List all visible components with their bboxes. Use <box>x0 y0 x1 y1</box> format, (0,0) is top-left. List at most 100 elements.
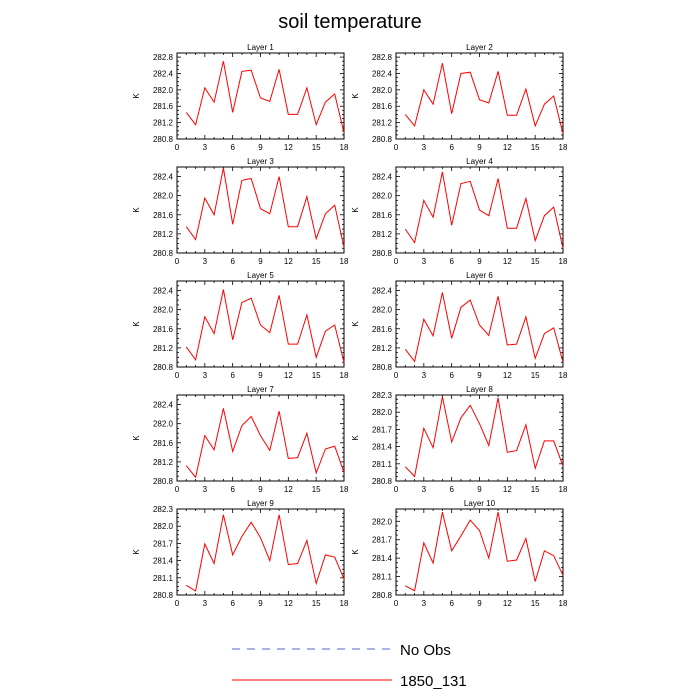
y-tick-label: 282.0 <box>153 306 174 315</box>
series-line-1850-131 <box>404 171 564 249</box>
y-tick-label: 282.4 <box>372 69 393 78</box>
series-line-1850-131 <box>185 408 345 479</box>
series-line-1850-131 <box>404 63 564 134</box>
x-tick-label: 0 <box>175 143 180 152</box>
y-tick-label: 282.0 <box>153 86 174 95</box>
y-tick-label: 282.0 <box>153 522 174 531</box>
x-tick-label: 12 <box>503 143 512 152</box>
x-tick-label: 15 <box>312 485 321 494</box>
x-tick-label: 9 <box>477 599 482 608</box>
panel-title: Layer 6 <box>466 271 493 280</box>
legend: No Obs 1850_131 <box>232 642 467 690</box>
x-tick-label: 0 <box>175 599 180 608</box>
x-tick-label: 9 <box>477 257 482 266</box>
panel-title: Layer 1 <box>247 43 274 52</box>
panel-2: Layer 2 0 3 6 9 12 15 18 280.8 281.2 281.6 282.0 282… <box>351 43 568 152</box>
y-tick-label: 282.4 <box>372 173 393 182</box>
panel-10: Layer 10 0 3 6 9 12 15 18 280.8 281.1 281.4 281.7 28… <box>351 499 568 608</box>
x-tick-label: 6 <box>449 485 454 494</box>
y-axis-label: K <box>132 207 141 213</box>
y-tick-label: 281.6 <box>372 211 393 220</box>
x-tick-label: 9 <box>477 371 482 380</box>
y-tick-label: 282.0 <box>372 517 393 526</box>
y-tick-label: 280.8 <box>153 591 174 600</box>
x-tick-label: 6 <box>230 599 235 608</box>
y-tick-label: 281.7 <box>153 539 174 548</box>
y-axis-label: K <box>351 321 360 327</box>
x-tick-label: 0 <box>394 143 399 152</box>
series-line-1850-131 <box>405 511 564 592</box>
x-tick-label: 3 <box>422 143 427 152</box>
panel-title: Layer 10 <box>464 499 496 508</box>
y-tick-label: 282.4 <box>153 69 174 78</box>
x-tick-label: 3 <box>203 257 208 266</box>
y-tick-label: 280.8 <box>372 477 393 486</box>
y-tick-label: 281.1 <box>153 574 174 583</box>
y-tick-label: 281.4 <box>372 554 393 563</box>
y-axis-label: K <box>132 321 141 327</box>
plot-frame <box>395 508 564 596</box>
x-tick-label: 15 <box>312 599 321 608</box>
x-tick-label: 15 <box>531 371 540 380</box>
legend-label: No Obs <box>400 642 451 659</box>
x-tick-label: 12 <box>503 485 512 494</box>
x-tick-label: 18 <box>340 599 349 608</box>
x-tick-label: 0 <box>394 371 399 380</box>
y-tick-label: 281.2 <box>372 119 393 128</box>
y-tick-label: 282.8 <box>153 53 174 62</box>
y-tick-label: 280.8 <box>372 135 393 144</box>
series-line-1850-131 <box>185 167 345 248</box>
series-line-1850-131 <box>185 289 345 363</box>
x-tick-label: 18 <box>340 371 349 380</box>
x-tick-label: 15 <box>531 485 540 494</box>
panel-4: Layer 4 0 3 6 9 12 15 18 280.8 281.2 281.6 282.0 282… <box>351 157 568 266</box>
y-tick-label: 281.4 <box>153 557 174 566</box>
panels-group: Layer 10 3 6 9 12 15 18280.8281.2281.6282.0282… <box>132 43 568 608</box>
x-tick-label: 0 <box>394 599 399 608</box>
y-tick-label: 282.4 <box>372 287 393 296</box>
x-tick-label: 0 <box>394 257 399 266</box>
y-axis-label: K <box>351 207 360 213</box>
y-tick-label: 281.2 <box>372 230 393 239</box>
y-tick-label: 282.3 <box>372 391 393 400</box>
x-tick-label: 6 <box>449 257 454 266</box>
y-axis-label: K <box>132 549 141 555</box>
x-tick-label: 12 <box>503 257 512 266</box>
y-axis-label: K <box>351 435 360 441</box>
y-tick-label: 281.6 <box>153 211 174 220</box>
x-tick-label: 3 <box>203 485 208 494</box>
y-tick-label: 280.8 <box>153 477 174 486</box>
x-tick-label: 9 <box>258 143 263 152</box>
y-tick-label: 281.2 <box>153 119 174 128</box>
y-tick-label: 280.8 <box>372 249 393 258</box>
y-tick-label: 282.8 <box>372 53 393 62</box>
x-tick-label: 9 <box>258 371 263 380</box>
plot-frame <box>176 52 345 140</box>
x-tick-label: 18 <box>559 599 568 608</box>
x-tick-label: 6 <box>230 371 235 380</box>
y-tick-label: 282.0 <box>372 306 393 315</box>
panel-7: Layer 7 0 3 6 9 12 15 18 280.8 281.2 281.6 282.0 282… <box>132 385 349 494</box>
x-tick-label: 9 <box>258 257 263 266</box>
y-tick-label: 280.8 <box>153 249 174 258</box>
y-tick-label: 282.0 <box>372 408 393 417</box>
x-tick-label: 12 <box>503 371 512 380</box>
y-tick-label: 281.2 <box>372 344 393 353</box>
y-tick-label: 281.7 <box>372 425 393 434</box>
x-tick-label: 18 <box>340 485 349 494</box>
series-line-1850-131 <box>186 514 345 592</box>
x-tick-label: 18 <box>340 143 349 152</box>
x-tick-label: 6 <box>449 371 454 380</box>
x-tick-label: 0 <box>175 371 180 380</box>
plot-frame <box>176 508 345 596</box>
panel-title: Layer 8 <box>466 385 493 394</box>
x-tick-label: 0 <box>394 485 399 494</box>
y-tick-label: 282.3 <box>153 505 174 514</box>
x-tick-label: 0 <box>175 257 180 266</box>
x-tick-label: 3 <box>422 599 427 608</box>
panel-title: Layer 2 <box>466 43 493 52</box>
y-tick-label: 282.0 <box>153 420 174 429</box>
x-tick-label: 3 <box>203 599 208 608</box>
x-tick-label: 6 <box>449 599 454 608</box>
